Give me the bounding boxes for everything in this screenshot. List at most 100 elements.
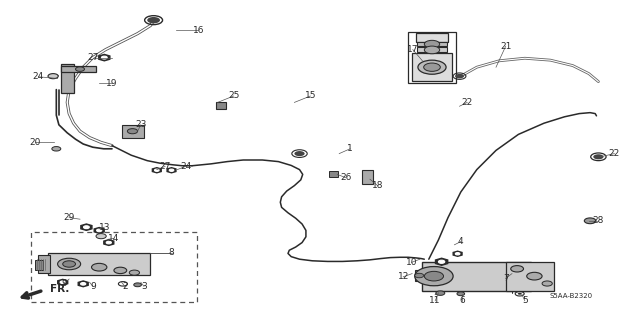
Text: 20: 20: [29, 138, 41, 147]
Polygon shape: [58, 279, 68, 285]
Circle shape: [129, 270, 140, 275]
Circle shape: [127, 129, 138, 134]
Polygon shape: [104, 240, 114, 245]
Bar: [122, 125, 144, 138]
Circle shape: [81, 283, 86, 285]
Bar: [35, 260, 43, 270]
Text: 10: 10: [406, 258, 417, 267]
Bar: [417, 42, 447, 46]
Circle shape: [169, 169, 174, 172]
Text: 9: 9: [90, 282, 95, 291]
Text: 19: 19: [106, 79, 118, 88]
Text: 9: 9: [61, 279, 67, 288]
Text: FR.: FR.: [50, 284, 69, 294]
Circle shape: [415, 267, 453, 286]
Text: 22: 22: [461, 98, 473, 107]
Circle shape: [455, 74, 464, 78]
Text: 24: 24: [180, 162, 191, 171]
Text: 24: 24: [33, 72, 44, 81]
Bar: [38, 255, 50, 273]
Circle shape: [424, 271, 444, 281]
Circle shape: [511, 266, 524, 272]
Text: 15: 15: [305, 92, 316, 100]
Text: 18: 18: [372, 181, 383, 190]
Bar: [506, 262, 554, 291]
Circle shape: [134, 283, 141, 287]
Polygon shape: [453, 251, 462, 256]
Circle shape: [424, 40, 440, 48]
Bar: [415, 270, 424, 281]
Text: 2: 2: [122, 282, 127, 291]
Circle shape: [97, 229, 102, 232]
Circle shape: [147, 17, 160, 23]
Circle shape: [436, 291, 445, 295]
Circle shape: [96, 234, 106, 239]
Text: 25: 25: [228, 92, 239, 100]
Text: 12: 12: [397, 272, 409, 281]
Text: 4: 4: [458, 237, 463, 246]
Circle shape: [106, 241, 111, 244]
Circle shape: [58, 258, 81, 270]
Circle shape: [415, 273, 424, 278]
Bar: [417, 47, 447, 52]
Circle shape: [63, 261, 76, 267]
Circle shape: [418, 60, 446, 74]
Text: 27: 27: [87, 53, 99, 62]
Text: 11: 11: [429, 296, 441, 305]
Bar: [61, 64, 74, 93]
Polygon shape: [78, 281, 88, 287]
Text: 1: 1: [348, 144, 353, 153]
Text: 17: 17: [407, 45, 419, 54]
Circle shape: [438, 260, 445, 263]
Bar: [422, 262, 531, 291]
Text: 6: 6: [460, 296, 465, 305]
Text: 8: 8: [169, 248, 174, 257]
Text: 3: 3: [141, 282, 147, 291]
Circle shape: [114, 267, 127, 274]
Circle shape: [60, 281, 65, 284]
Bar: [408, 32, 456, 83]
Text: 23: 23: [135, 120, 147, 129]
Text: 16: 16: [193, 26, 204, 35]
Polygon shape: [167, 168, 176, 173]
Text: 7: 7: [503, 274, 508, 283]
Circle shape: [102, 56, 108, 59]
Circle shape: [593, 154, 604, 159]
Bar: [216, 102, 226, 109]
Bar: [48, 253, 150, 275]
Text: S5AA-B2320: S5AA-B2320: [550, 293, 593, 299]
Text: 26: 26: [340, 173, 351, 182]
Text: 29: 29: [63, 213, 75, 222]
Circle shape: [424, 63, 440, 71]
Bar: [329, 171, 338, 177]
Circle shape: [424, 46, 440, 54]
Polygon shape: [99, 54, 110, 61]
Circle shape: [52, 147, 61, 151]
Bar: [61, 66, 96, 72]
Circle shape: [76, 67, 84, 71]
Circle shape: [518, 293, 522, 295]
Circle shape: [154, 169, 159, 172]
Polygon shape: [94, 228, 104, 233]
Text: 28: 28: [593, 216, 604, 225]
Circle shape: [457, 292, 465, 296]
Circle shape: [92, 263, 107, 271]
Text: 27: 27: [159, 162, 171, 171]
Text: 22: 22: [609, 149, 620, 158]
Circle shape: [542, 281, 552, 286]
Bar: [416, 33, 448, 42]
Polygon shape: [435, 258, 448, 265]
Circle shape: [48, 74, 58, 79]
Circle shape: [584, 218, 596, 224]
Circle shape: [527, 272, 542, 280]
Circle shape: [84, 226, 90, 228]
Text: 13: 13: [99, 223, 110, 232]
Bar: [31, 232, 197, 302]
Bar: [412, 53, 452, 81]
Polygon shape: [81, 224, 92, 230]
Circle shape: [455, 252, 460, 255]
Polygon shape: [152, 168, 161, 173]
Bar: [362, 170, 373, 184]
Text: 14: 14: [108, 234, 120, 243]
Text: 5: 5: [522, 296, 527, 305]
